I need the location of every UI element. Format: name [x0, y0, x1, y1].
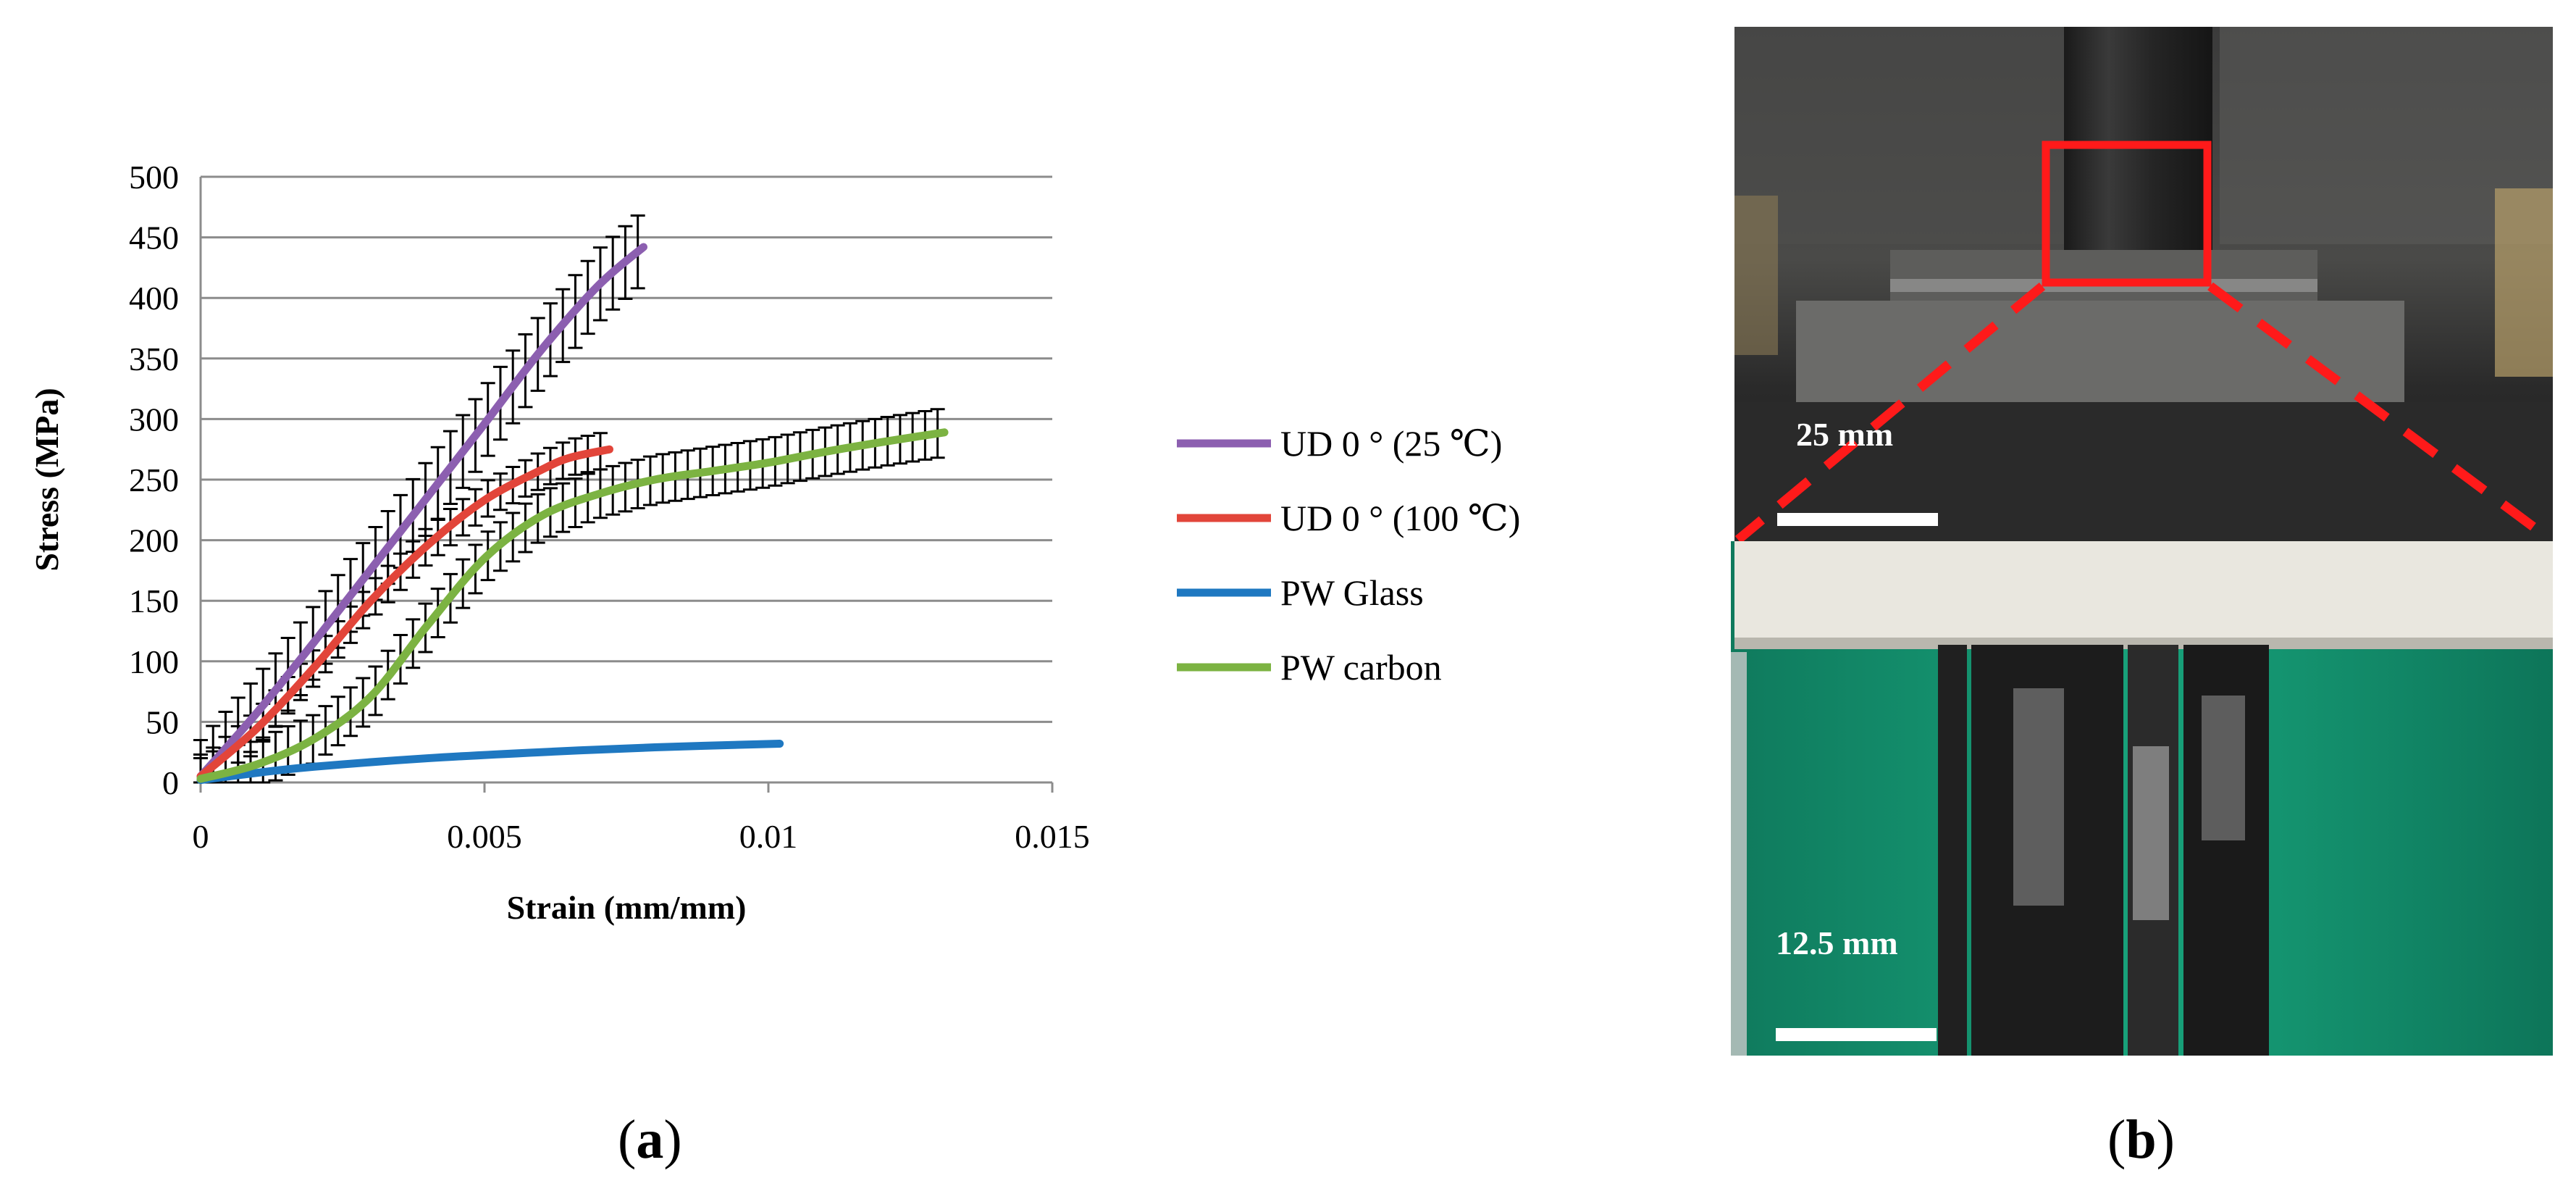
legend-label-3: PW carbon — [1280, 647, 1442, 688]
bottom-specimen-strip-4 — [2183, 645, 2269, 1056]
x-tick-label: 0.005 — [447, 818, 522, 855]
top-photo-left-wall — [1734, 27, 2068, 244]
bottom-fiber-highlight-3 — [2202, 696, 2245, 840]
panel-label-b: (b) — [2107, 1108, 2175, 1172]
top-zoom-box — [2042, 141, 2212, 287]
panel-label-a-letter: a — [636, 1109, 664, 1170]
y-tick-label: 100 — [129, 643, 179, 680]
panel-label-b-close: ) — [2156, 1109, 2175, 1170]
bottom-tab — [1734, 541, 2553, 648]
series-0-line — [196, 243, 648, 781]
top-scale-bar — [1777, 513, 1938, 526]
bottom-specimen-strip-2 — [1971, 645, 2123, 1056]
y-tick-label: 500 — [129, 159, 179, 196]
x-axis-title: Strain (mm/mm) — [507, 889, 747, 926]
y-tick-label: 450 — [129, 220, 179, 256]
bottom-scale-bar — [1776, 1028, 1937, 1041]
bottom-specimen-strip-3 — [2128, 645, 2178, 1056]
legend-label-0: UD 0 ° (25 ℃) — [1280, 423, 1502, 464]
bottom-fiber-highlight-2 — [2133, 746, 2169, 920]
top-photo-gold-edge — [2495, 188, 2553, 377]
panel-label-b-letter: b — [2126, 1109, 2157, 1170]
series-3-error-bars — [193, 408, 945, 784]
y-tick-label: 150 — [129, 582, 179, 619]
y-tick-label: 400 — [129, 280, 179, 317]
top-scale-label: 25 mm — [1796, 416, 1893, 453]
bottom-fiber-highlight-1 — [2013, 688, 2064, 906]
bottom-scale-label: 12.5 mm — [1776, 924, 1898, 961]
y-tick-label: 350 — [129, 341, 179, 377]
bottom-specimen-strip-1 — [1938, 645, 1967, 1056]
top-photo-gold-edge-left — [1734, 196, 1778, 355]
x-tick-label: 0.015 — [1015, 818, 1090, 855]
panel-label-a-open: ( — [618, 1109, 637, 1170]
x-tick-label: 0 — [193, 818, 209, 855]
y-tick-label: 200 — [129, 522, 179, 559]
panel-label-b-open: ( — [2107, 1109, 2126, 1170]
y-tick-label: 250 — [129, 462, 179, 498]
legend-label-1: UD 0 ° (100 ℃) — [1280, 498, 1520, 538]
y-tick-label: 0 — [162, 764, 179, 801]
series-3-line — [196, 428, 949, 783]
zoom-line-left — [1734, 283, 2046, 543]
top-grip-block — [1796, 301, 2404, 402]
panel-label-a-close: ) — [663, 1109, 682, 1170]
y-tick-label: 50 — [146, 703, 179, 740]
photo-panel: 25 mm 12.5 mm — [1731, 27, 2554, 1056]
zoom-line-right — [2207, 282, 2554, 544]
panel-label-a: (a) — [618, 1108, 682, 1172]
y-axis-title: Stress (MPa) — [28, 388, 65, 571]
bottom-ruler-strip — [1731, 652, 1747, 1056]
x-tick-label: 0.01 — [739, 818, 798, 855]
top-grip-plate — [1890, 250, 2317, 301]
series-2-line — [196, 740, 784, 785]
series-1-line — [196, 445, 613, 781]
y-tick-label: 300 — [129, 401, 179, 438]
legend-label-2: PW Glass — [1280, 572, 1424, 613]
